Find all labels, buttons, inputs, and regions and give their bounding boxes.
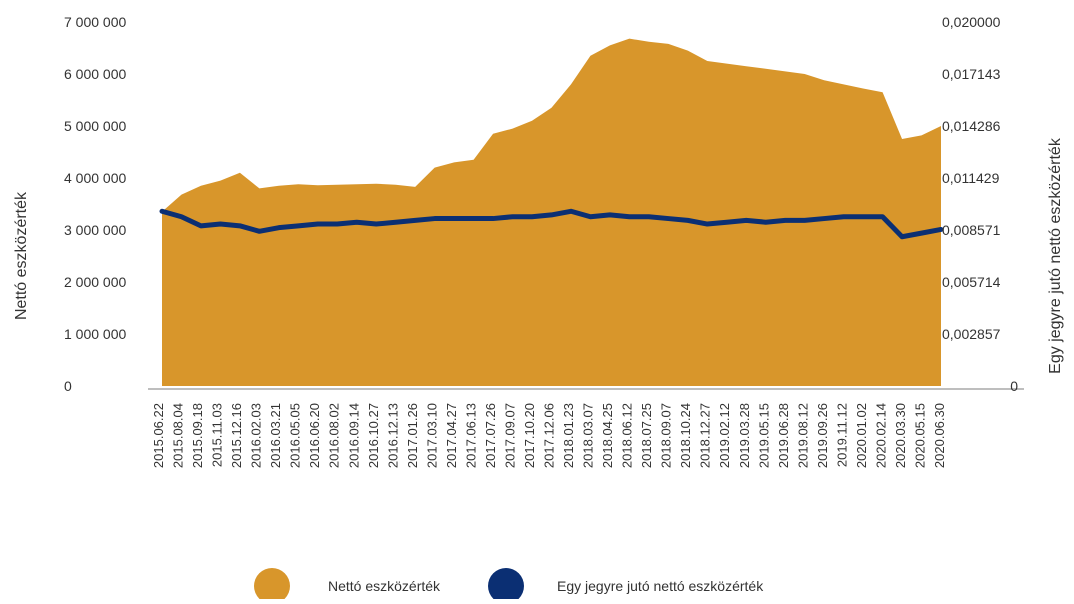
x-tick-label: 2016.03.21 bbox=[268, 403, 283, 468]
x-tick-label: 2016.06.20 bbox=[307, 403, 322, 468]
y-right-tick-label: 0,017143 bbox=[942, 66, 1001, 82]
legend-marker-netto-eszkozertek bbox=[254, 568, 290, 604]
x-tick-label: 2020.01.02 bbox=[854, 403, 869, 468]
y-left-tick-label: 1 000 000 bbox=[64, 326, 126, 342]
x-tick-label: 2019.06.28 bbox=[776, 403, 791, 468]
x-tick-label: 2020.02.14 bbox=[873, 403, 888, 468]
x-tick-label: 2016.09.14 bbox=[346, 403, 361, 468]
series-area-netto-eszkozertek bbox=[162, 38, 941, 386]
y-right-tick-label: 0,011429 bbox=[942, 170, 1000, 186]
legend-layer: Nettó eszközérték Egy jegyre jutó nettó e… bbox=[254, 568, 764, 604]
x-tick-label: 2015.12.16 bbox=[229, 403, 244, 468]
x-tick-label: 2016.08.02 bbox=[327, 403, 342, 468]
x-tick-label: 2015.11.03 bbox=[210, 403, 225, 467]
x-tick-label: 2017.10.20 bbox=[522, 403, 537, 468]
labels-layer: 0 1 000 000 2 000 000 3 000 000 4 000 000 5 0… bbox=[13, 14, 1064, 468]
x-tick-label: 2019.08.12 bbox=[795, 403, 810, 468]
y-right-tick-label: 0,014286 bbox=[942, 118, 1001, 134]
x-tick-label: 2020.03.30 bbox=[893, 403, 908, 468]
series-line-egy-jegyre-juto bbox=[159, 208, 944, 240]
x-tick-label: 2019.09.26 bbox=[815, 403, 830, 468]
y-left-tick-label: 3 000 000 bbox=[64, 222, 126, 238]
y-left-tick-label: 7 000 000 bbox=[64, 14, 126, 30]
x-tick-label: 2015.08.04 bbox=[171, 403, 186, 468]
x-tick-label: 2018.01.23 bbox=[561, 403, 576, 468]
y-left-tick-label: 6 000 000 bbox=[64, 66, 126, 82]
legend-label-netto-eszkozertek: Nettó eszközérték bbox=[328, 578, 441, 594]
x-tick-label: 2015.09.18 bbox=[190, 403, 205, 468]
x-tick-label: 2019.03.28 bbox=[737, 403, 752, 468]
x-tick-label: 2017.06.13 bbox=[463, 403, 478, 468]
y-left-tick-label: 2 000 000 bbox=[64, 274, 126, 290]
x-tick-label: 2015.06.22 bbox=[151, 403, 166, 468]
y-left-axis-title: Nettó eszközérték bbox=[13, 191, 30, 320]
x-tick-label: 2016.12.13 bbox=[385, 403, 400, 468]
legend-marker-egy-jegyre-juto bbox=[488, 568, 524, 604]
legend-label-egy-jegyre-juto: Egy jegyre jutó nettó eszközérték bbox=[557, 578, 764, 594]
x-tick-label: 2016.10.27 bbox=[366, 403, 381, 468]
y-right-tick-label: 0,005714 bbox=[942, 274, 1001, 290]
x-tick-label: 2019.02.12 bbox=[717, 403, 732, 468]
y-left-tick-label: 4 000 000 bbox=[64, 170, 126, 186]
x-tick-label: 2017.01.26 bbox=[405, 403, 420, 468]
x-tick-label: 2017.07.26 bbox=[483, 403, 498, 468]
x-tick-label: 2018.09.07 bbox=[659, 403, 674, 468]
x-tick-label: 2016.02.03 bbox=[249, 403, 264, 468]
y-left-tick-label: 0 bbox=[64, 378, 72, 394]
x-tick-label: 2017.12.06 bbox=[542, 403, 557, 468]
y-right-axis-title: Egy jegyre jutó nettó eszközérték bbox=[1047, 137, 1064, 374]
x-tick-label: 2018.10.24 bbox=[678, 403, 693, 468]
x-tick-label: 2016.05.05 bbox=[288, 403, 303, 468]
x-tick-label: 2020.05.15 bbox=[912, 403, 927, 468]
x-tick-label: 2019.05.15 bbox=[756, 403, 771, 468]
x-tick-label: 2017.09.07 bbox=[502, 403, 517, 468]
x-tick-label: 2020.06.30 bbox=[932, 403, 947, 468]
y-left-tick-label: 5 000 000 bbox=[64, 118, 126, 134]
x-tick-label: 2018.12.27 bbox=[698, 403, 713, 468]
y-right-tick-label: 0,020000 bbox=[942, 14, 1001, 30]
x-tick-label: 2018.07.25 bbox=[639, 403, 654, 468]
x-tick-label: 2018.06.12 bbox=[620, 403, 635, 468]
x-tick-label: 2017.04.27 bbox=[444, 403, 459, 468]
x-tick-label: 2019.11.12 bbox=[834, 403, 849, 467]
x-tick-label: 2018.03.07 bbox=[581, 403, 596, 468]
x-tick-label: 2018.04.25 bbox=[600, 403, 615, 468]
y-right-tick-label: 0 bbox=[1010, 378, 1018, 394]
plot-layer bbox=[159, 38, 944, 386]
y-right-tick-label: 0,002857 bbox=[942, 326, 1001, 342]
x-tick-label: 2017.03.10 bbox=[424, 403, 439, 468]
y-right-tick-label: 0,008571 bbox=[942, 222, 1001, 238]
